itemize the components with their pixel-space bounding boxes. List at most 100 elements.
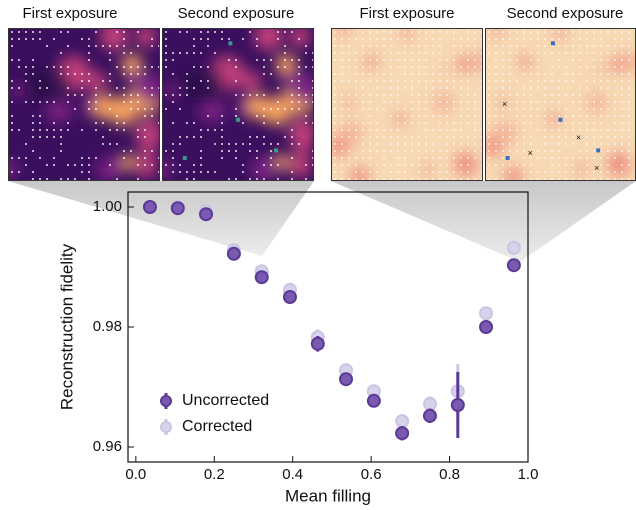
- atom: [298, 94, 300, 96]
- atom: [411, 164, 413, 166]
- atom: [284, 108, 286, 110]
- atom: [600, 52, 602, 54]
- atom: [502, 164, 504, 166]
- atom: [530, 157, 532, 159]
- atom: [116, 66, 118, 68]
- atom: [488, 94, 490, 96]
- inset-blob: [92, 94, 117, 120]
- atom: [298, 73, 300, 75]
- atom: [369, 129, 371, 131]
- atom: [600, 143, 602, 145]
- atom: [95, 45, 97, 47]
- atom: [200, 52, 202, 54]
- atom: [411, 136, 413, 138]
- atom: [179, 52, 181, 54]
- data-point: [422, 396, 437, 411]
- atom: [95, 31, 97, 33]
- atom: [263, 164, 265, 166]
- atom: [362, 157, 364, 159]
- atom: [165, 164, 167, 166]
- atom: [67, 94, 69, 96]
- atom: [221, 31, 223, 33]
- atom: [600, 38, 602, 40]
- atom: [334, 94, 336, 96]
- atom: [530, 143, 532, 145]
- atom: [11, 38, 13, 40]
- atom: [488, 136, 490, 138]
- atom: [67, 122, 69, 124]
- atom: [179, 164, 181, 166]
- atom: [74, 178, 76, 180]
- atom: [607, 94, 609, 96]
- atom: [235, 80, 237, 82]
- data-point: [395, 414, 410, 429]
- atom: [32, 66, 34, 68]
- atom: [600, 45, 602, 47]
- atom: [600, 115, 602, 117]
- atom: [53, 122, 55, 124]
- atom: [18, 31, 20, 33]
- atom: [628, 87, 630, 89]
- atom: [614, 136, 616, 138]
- atom: [537, 108, 539, 110]
- atom: [537, 31, 539, 33]
- atom: [397, 31, 399, 33]
- atom: [144, 115, 146, 117]
- atom: [130, 73, 132, 75]
- atom: [530, 115, 532, 117]
- atom: [551, 178, 553, 180]
- atom: [614, 38, 616, 40]
- atom: [502, 94, 504, 96]
- atom: [390, 80, 392, 82]
- atom: [130, 150, 132, 152]
- atom: [488, 178, 490, 180]
- atom: [628, 52, 630, 54]
- atom: [558, 171, 560, 173]
- atom: [334, 164, 336, 166]
- atom: [467, 108, 469, 110]
- atom: [488, 143, 490, 145]
- atom: [376, 122, 378, 124]
- atom: [621, 101, 623, 103]
- atom: [418, 80, 420, 82]
- atom: [509, 87, 511, 89]
- atom: [88, 45, 90, 47]
- atom: [600, 178, 602, 180]
- atom: [60, 52, 62, 54]
- atom: [334, 136, 336, 138]
- atom: [411, 59, 413, 61]
- atom: [355, 157, 357, 159]
- atom: [172, 52, 174, 54]
- inset-blob: [165, 82, 182, 99]
- inset-frame: [331, 28, 483, 181]
- atom: [116, 115, 118, 117]
- data-point: [479, 306, 494, 321]
- atom: [263, 122, 265, 124]
- atom: [425, 87, 427, 89]
- atom: [432, 66, 434, 68]
- atom: [530, 108, 532, 110]
- atom: [600, 122, 602, 124]
- atom: [516, 45, 518, 47]
- atom: [151, 94, 153, 96]
- atom: [291, 129, 293, 131]
- atom: [607, 31, 609, 33]
- atom: [579, 150, 581, 152]
- atom: [544, 171, 546, 173]
- atom: [263, 73, 265, 75]
- atom: [628, 80, 630, 82]
- inset-frame: [8, 28, 160, 181]
- atom: [123, 45, 125, 47]
- atom: [277, 31, 279, 33]
- atom: [516, 31, 518, 33]
- atom: [284, 59, 286, 61]
- atom: [600, 157, 602, 159]
- atom: [270, 157, 272, 159]
- atom: [439, 38, 441, 40]
- atom: [565, 73, 567, 75]
- atom: [172, 73, 174, 75]
- atom: [298, 143, 300, 145]
- atom: [411, 87, 413, 89]
- atom: [453, 52, 455, 54]
- atom: [102, 136, 104, 138]
